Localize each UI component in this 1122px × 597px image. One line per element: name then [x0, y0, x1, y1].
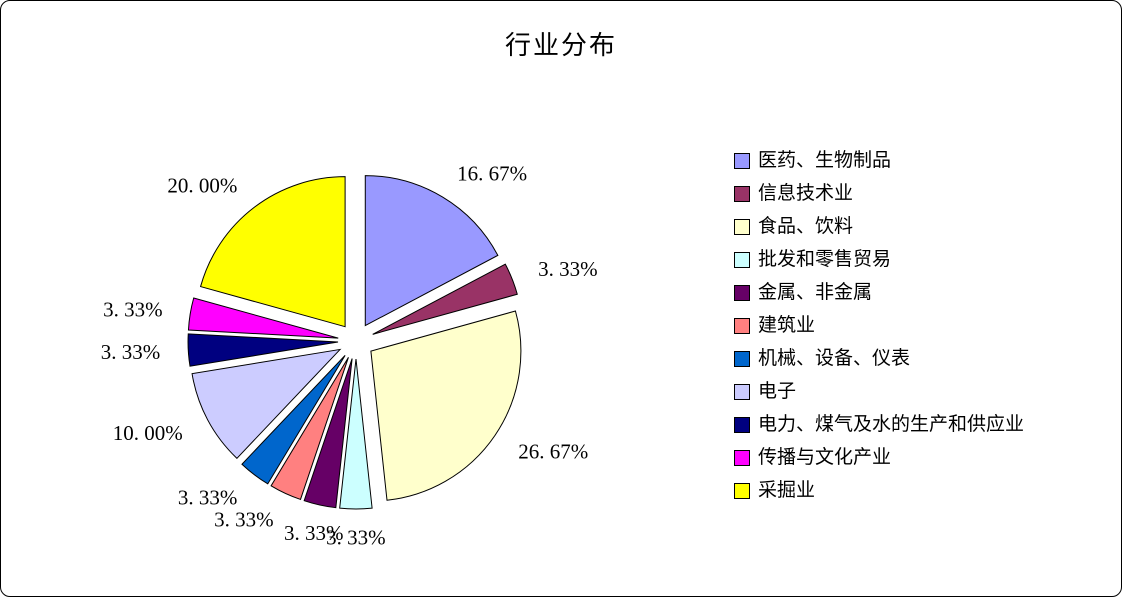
pie-slice[interactable]	[191, 348, 342, 460]
legend-item[interactable]: 信息技术业	[734, 182, 1024, 205]
legend-item[interactable]: 医药、生物制品	[734, 149, 1024, 172]
legend-swatch	[734, 152, 750, 169]
legend-label: 电子	[758, 381, 797, 402]
slice-percent-label: 3. 33%	[103, 298, 163, 322]
slice-percent-label: 20. 00%	[167, 173, 237, 197]
chart-title: 行业分布	[504, 31, 617, 60]
legend-item[interactable]: 采掘业	[734, 479, 1024, 502]
slice-percent-label: 26. 67%	[518, 439, 588, 463]
slice-percent-label: 3. 33%	[101, 340, 161, 364]
legend-label: 信息技术业	[758, 183, 854, 204]
legend-swatch	[734, 383, 750, 400]
legend-label: 建筑业	[758, 315, 816, 336]
pie-slice[interactable]	[187, 297, 339, 339]
legend: 医药、生物制品 信息技术业食品、饮料批发和零售贸易 金属、非金属 建筑业机械、设备、仪…	[734, 149, 1024, 502]
pie-slice[interactable]	[303, 358, 353, 509]
slice-percent-label: 16. 67%	[457, 161, 527, 185]
pie-slice[interactable]	[339, 358, 373, 510]
legend-item[interactable]: 机械、设备、仪表	[734, 347, 1024, 370]
pie-slice[interactable]	[270, 357, 349, 501]
legend-item[interactable]: 批发和零售贸易	[734, 248, 1024, 271]
legend-swatch	[734, 482, 750, 499]
legend-swatch	[734, 218, 750, 235]
legend-label: 批发和零售贸易	[758, 249, 892, 270]
slice-percent-label: 3. 33%	[326, 525, 386, 549]
legend-item[interactable]: 电子	[734, 380, 1024, 403]
legend-label: 电力、煤气及水的生产和供应业	[758, 414, 1025, 435]
legend-swatch	[734, 350, 750, 367]
legend-swatch	[734, 416, 750, 433]
pie-slice[interactable]	[199, 176, 346, 328]
legend-label: 金属、非金属	[758, 282, 873, 303]
legend-swatch	[734, 251, 750, 268]
slice-percent-label: 3. 33%	[178, 485, 238, 509]
slice-percent-label: 3. 33%	[284, 521, 344, 545]
legend-label: 传播与文化产业	[758, 447, 892, 468]
slice-percent-label: 3. 33%	[538, 257, 598, 281]
legend-swatch	[734, 284, 750, 301]
legend-item[interactable]: 食品、饮料	[734, 215, 1024, 238]
pie-slice[interactable]	[187, 333, 339, 367]
pie-slice[interactable]	[370, 310, 522, 501]
pie-slice[interactable]	[372, 263, 518, 335]
legend-label: 采掘业	[758, 480, 816, 501]
slice-percent-label: 10. 00%	[113, 421, 183, 445]
legend-item[interactable]: 传播与文化产业	[734, 446, 1024, 469]
pie-slice[interactable]	[364, 175, 499, 327]
legend-label: 机械、设备、仪表	[758, 348, 911, 369]
legend-label: 医药、生物制品	[758, 150, 892, 171]
legend-swatch	[734, 449, 750, 466]
legend-item[interactable]: 建筑业	[734, 314, 1024, 337]
legend-item[interactable]: 金属、非金属	[734, 281, 1024, 304]
legend-label: 食品、饮料	[758, 216, 854, 237]
pie-slice[interactable]	[241, 354, 346, 485]
slice-percent-label: 3. 33%	[214, 507, 274, 531]
legend-swatch	[734, 317, 750, 334]
legend-item[interactable]: 电力、煤气及水的生产和供应业	[734, 413, 1024, 436]
legend-swatch	[734, 185, 750, 202]
